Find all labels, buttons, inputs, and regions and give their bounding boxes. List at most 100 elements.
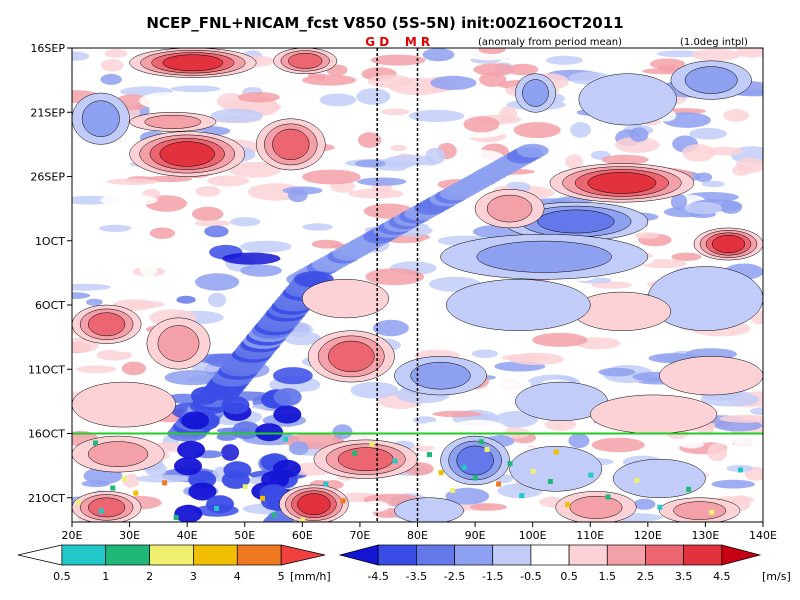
anomaly-feature: [522, 79, 549, 107]
rain-dot: [75, 499, 81, 505]
v850-colorbar-swatch: [683, 544, 723, 566]
anomaly-blob: [532, 332, 588, 347]
rain-colorbar-swatch: [280, 544, 326, 566]
anomaly-blob: [270, 226, 306, 234]
anomaly-blob: [72, 292, 91, 299]
anomaly-blob: [99, 224, 132, 232]
anomaly-blob: [86, 298, 103, 306]
y-tick-label: 1OCT: [35, 235, 65, 248]
rain-dot: [547, 479, 553, 484]
v850-colorbar-swatch: [454, 544, 494, 566]
rain-dot: [133, 490, 139, 496]
rain-dot: [173, 515, 179, 520]
anomaly-blob: [428, 222, 449, 230]
anomaly-blob: [75, 365, 117, 374]
anomaly-blob: [96, 349, 132, 361]
anomaly-blob: [469, 503, 507, 511]
anomaly-blob: [216, 432, 238, 441]
rain-dot: [530, 468, 536, 474]
anomaly-blob: [221, 396, 250, 415]
anomaly-blob: [240, 240, 292, 253]
v850-colorbar-swatch: [338, 544, 379, 566]
anomaly-blob: [656, 50, 703, 58]
anomaly-blob: [445, 487, 490, 505]
anomaly-blob: [707, 443, 728, 462]
anomaly-blob: [591, 281, 633, 289]
anomaly-blob: [313, 474, 340, 481]
anomaly-blob: [272, 459, 301, 478]
anomaly-blob: [684, 202, 723, 215]
v850-colorbar-swatch: [645, 544, 684, 566]
v850-colorbar-unit: [m/s]: [762, 570, 791, 583]
v850-colorbar-label: 0.5: [560, 570, 578, 583]
anomaly-blob: [633, 498, 656, 510]
anomaly-blob: [122, 473, 140, 488]
anomaly-blob: [210, 108, 263, 124]
anomaly-blob: [136, 474, 192, 483]
anomaly-blob: [240, 264, 282, 277]
anomaly-blob: [340, 316, 362, 328]
v850-colorbar-swatch: [416, 544, 455, 566]
anomaly-blob: [174, 457, 202, 476]
anomaly-blob: [194, 220, 232, 227]
anomaly-blob: [731, 347, 763, 355]
anomaly-blob: [354, 159, 386, 168]
anomaly-blob: [736, 48, 763, 58]
anomaly-blob: [425, 147, 446, 165]
anomaly-blob: [72, 51, 90, 61]
anomaly-blob: [362, 500, 390, 512]
rain-colorbar-swatch: [149, 544, 194, 566]
rain-dot: [300, 517, 306, 522]
anomaly-blob: [501, 354, 548, 362]
anomaly-blob: [711, 479, 756, 489]
anomaly-blob: [598, 367, 636, 377]
anomaly-blob: [720, 200, 742, 214]
rain-colorbar-label: 3: [190, 570, 197, 583]
anomaly-blob: [715, 98, 739, 111]
anomaly-blob: [188, 482, 217, 501]
anomaly-blob: [614, 136, 660, 153]
anomaly-blob: [181, 411, 210, 430]
v850-colorbar-swatch: [530, 544, 570, 566]
anomaly-blob: [273, 388, 302, 407]
anomaly-blob: [449, 419, 507, 438]
anomaly-blob: [126, 300, 165, 309]
anomaly-blob: [232, 421, 261, 440]
rain-dot: [634, 477, 640, 483]
anomaly-features: [72, 48, 763, 522]
anomaly-feature: [157, 325, 200, 362]
anomaly-blob: [262, 514, 291, 522]
x-tick-label: 70E: [349, 529, 370, 542]
v850-colorbar-label: 3.5: [675, 570, 693, 583]
rain-colorbar-swatch: [105, 544, 150, 566]
anomaly-feature: [87, 441, 149, 467]
anomaly-blob: [691, 48, 741, 62]
anomaly-feature: [647, 266, 763, 331]
anomaly-blob: [494, 411, 539, 428]
anomaly-blob: [682, 435, 715, 444]
anomaly-blob: [490, 379, 532, 389]
y-tick-label: 11OCT: [28, 363, 65, 376]
x-tick-label: 140E: [749, 529, 777, 542]
v850-colorbar-label: 2.5: [637, 570, 655, 583]
rain-dot: [438, 470, 444, 476]
rain-colorbar-swatch: [193, 544, 238, 566]
anomaly-feature: [144, 114, 202, 129]
anomaly-feature: [578, 73, 677, 126]
anomaly-blob: [104, 49, 128, 58]
anomaly-blob: [230, 217, 261, 227]
anomaly-feature: [711, 234, 746, 254]
anomaly-blob: [544, 418, 577, 431]
x-tick-label: 20E: [62, 529, 83, 542]
rain-dot: [214, 506, 219, 511]
anomaly-blob: [473, 63, 516, 76]
anomaly-blob: [701, 180, 725, 188]
anomaly-blob: [422, 48, 455, 62]
anomaly-blob: [288, 188, 308, 203]
anomaly-feature: [587, 172, 657, 194]
x-tick-label: 110E: [576, 529, 604, 542]
anomaly-blob: [100, 73, 122, 85]
anomaly-blob: [347, 188, 404, 199]
anomaly-blob: [273, 405, 302, 424]
v850-colorbar-swatch: [568, 544, 608, 566]
